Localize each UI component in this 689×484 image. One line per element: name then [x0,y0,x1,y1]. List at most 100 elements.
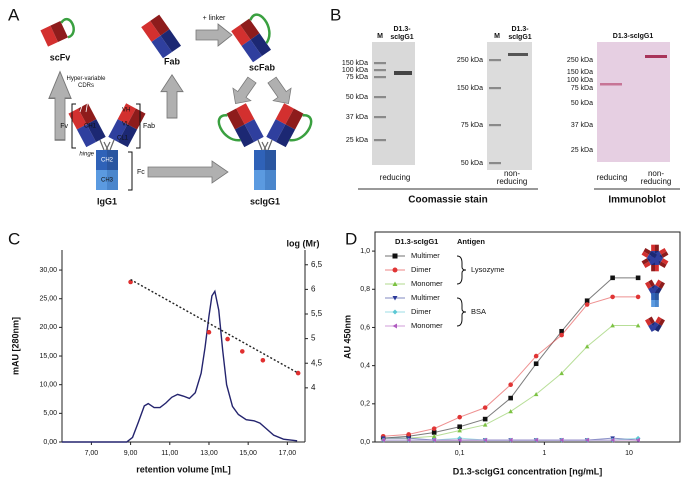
data-point [431,430,437,435]
panel-letter: C [8,229,20,248]
data-point [559,332,564,338]
data-point [457,414,462,420]
label: + linker [203,15,226,22]
y-tick-label: 5,00 [43,410,57,417]
y2-axis-label: log (Mr) [287,238,320,248]
data-point [295,370,301,376]
marker-label: 50 kDa [346,94,368,101]
series-line [383,296,639,437]
marker-label: 100 kDa [342,67,368,74]
y-tick-label: 0,0 [360,439,370,446]
data-point [406,437,411,443]
data-point [610,437,615,443]
gel [372,42,415,165]
data-point [610,323,615,328]
ladder-band [374,76,386,79]
data-point [559,328,564,334]
ladder-band [374,62,386,65]
legend-label: Dimer [411,265,432,274]
y-tick-label: 15,00 [39,353,57,360]
blot-band [645,55,667,58]
legend-marker [392,267,398,273]
marker-label: 37 kDa [346,114,368,121]
x-tick-label: 13,00 [200,450,218,457]
ladder-band [374,69,386,72]
x-tick-label: 9,00 [124,450,138,457]
y2-tick-label: 4 [311,383,316,392]
lane-label: D1.3-scIgG1 [613,33,654,40]
label: CH1 [84,124,97,130]
data-point [508,409,513,414]
y-tick-label: 0,2 [360,401,370,408]
caption: Coomassie stain [408,195,487,206]
label: Fc [137,169,145,176]
label: scIgG1 [250,196,280,206]
caption: Immunoblot [608,195,666,206]
x-tick-label: 15,00 [239,450,257,457]
marker-label: 75 kDa [461,122,483,129]
label: Hyper-variable CDRs [66,76,106,89]
y2-tick-label: 5,5 [311,309,323,318]
y2-tick-label: 5 [311,334,316,343]
series-line [62,289,298,443]
marker-label: 150 kDa [457,85,483,92]
panel-letter: A [8,5,20,24]
lane-label: M [377,33,383,40]
legend-marker [392,309,398,315]
x-tick-label: 10 [625,450,633,457]
x-tick-label: 1 [542,450,546,457]
data-point [482,437,488,443]
lane-label: D1.3-scIgG1 [508,26,532,41]
x-tick-label: 17,00 [279,450,297,457]
data-point [406,432,411,437]
data-point [457,437,462,443]
legend-marker [392,253,398,259]
marker-label: 25 kDa [346,137,368,144]
series-line [383,325,639,439]
legend-marker [392,296,398,301]
legend-group: Lysozyme [471,265,504,274]
y-tick-label: 0,8 [360,286,370,293]
ladder-band [374,96,386,99]
data-point [431,426,437,431]
pointer [79,99,95,113]
series-line [130,278,299,374]
x-axis-label: D1.3-scIgG1 concentration [ng/mL] [453,466,603,476]
data-point [610,275,615,281]
marker-label: 75 kDa [346,74,368,81]
marker-label: 50 kDa [461,160,483,167]
legend-brace [456,255,467,285]
lane-label: M [494,33,500,40]
data-point [584,298,590,304]
label: CH2 [101,158,114,164]
ladder-band [374,116,386,119]
blot-band [600,83,622,86]
gel [487,42,532,170]
legend-label: Dimer [411,307,432,316]
data-point [584,344,590,349]
data-point [508,382,513,388]
y2-tick-label: 4,5 [311,358,323,367]
legend-header: Antigen [457,237,485,246]
y-tick-label: 0,00 [43,439,57,446]
arrow [262,73,298,111]
data-point [559,370,564,376]
panel-letter: B [330,5,341,24]
label: IgG1 [97,196,117,206]
pictogram [651,293,659,307]
y-tick-label: 20,00 [39,324,57,331]
marker-label: 37 kDa [571,122,593,129]
fab-icon [141,15,181,59]
legend-marker [392,281,398,286]
label: scFv [50,52,71,62]
marker-label: 250 kDa [457,57,483,64]
data-point [431,437,437,443]
data-point [635,323,641,328]
data-point [508,395,513,401]
marker-label: 100 kDa [567,77,593,84]
label: Fab [164,56,181,66]
scigg1-icon [216,103,314,190]
label: VH [122,108,130,114]
y-axis-label: AU 450nm [342,315,352,359]
